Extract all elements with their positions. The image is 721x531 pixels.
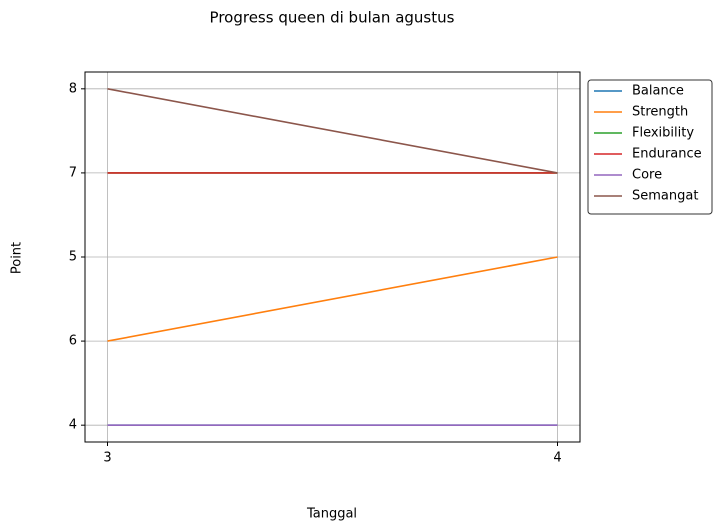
x-tick-label: 3 xyxy=(103,451,111,466)
legend-label: Endurance xyxy=(632,147,702,162)
series-line xyxy=(107,256,558,342)
legend-label: Core xyxy=(632,168,662,183)
legend-box xyxy=(587,79,713,215)
legend-label: Strength xyxy=(632,105,688,120)
chart-title: Progress queen di bulan agustus xyxy=(210,9,455,27)
x-tick-label: 4 xyxy=(553,451,561,466)
series-line xyxy=(107,88,558,174)
legend: Balance Strength Flexibility Endurance Core S… xyxy=(587,79,713,215)
x-axis-label: Tanggal xyxy=(306,507,357,522)
y-tick-label: 4 xyxy=(69,418,77,433)
y-tick-label: 6 xyxy=(69,334,77,349)
legend-label: Balance xyxy=(632,84,684,99)
legend-label: Semangat xyxy=(632,189,698,204)
y-axis-label: Point xyxy=(10,242,25,274)
plot-frame xyxy=(84,71,581,443)
y-tick-label: 8 xyxy=(69,81,77,96)
legend-label: Flexibility xyxy=(632,126,694,141)
y-tick-label: 7 xyxy=(69,165,77,180)
y-tick-label: 5 xyxy=(69,250,77,265)
